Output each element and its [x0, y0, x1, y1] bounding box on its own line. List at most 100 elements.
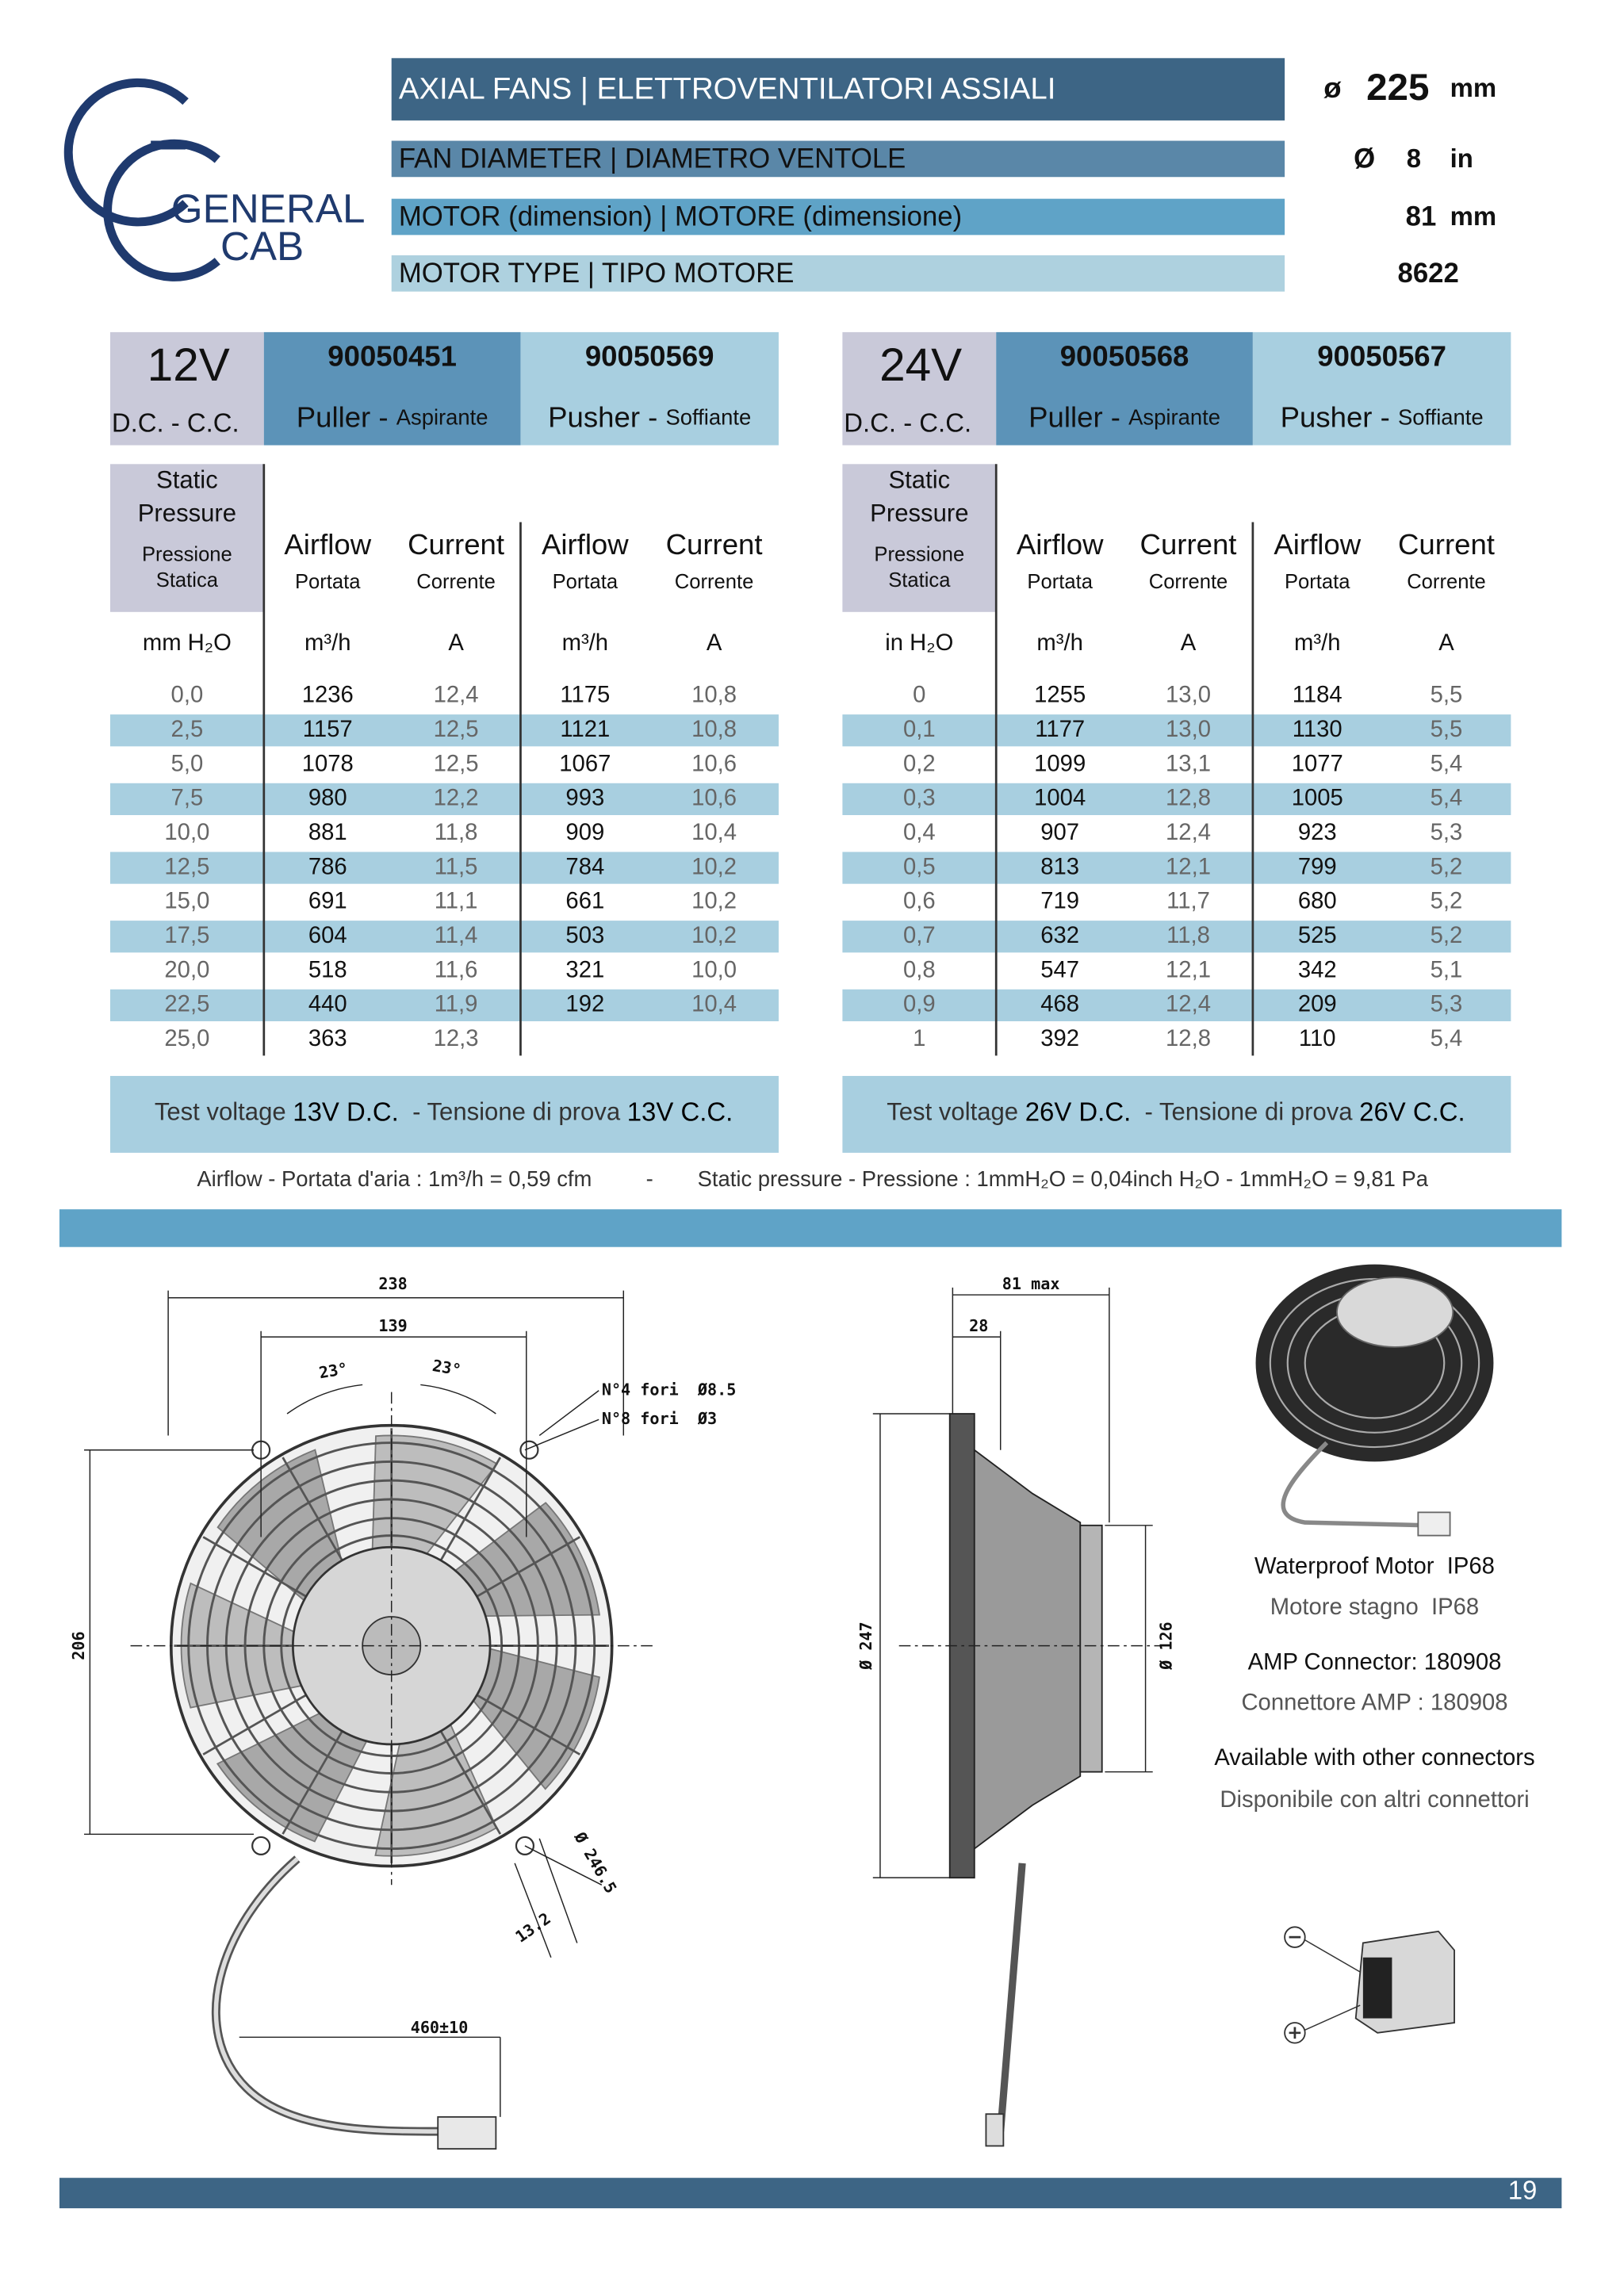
photo-cable: [1281, 1441, 1429, 1528]
table-cell: 1099: [1034, 751, 1086, 776]
table-cell: 10,6: [691, 751, 737, 776]
column-header-it: Corrente: [1407, 571, 1486, 593]
pressure-header: Statica: [156, 569, 219, 592]
table-cell: 10,2: [691, 923, 737, 948]
dimension-lines: [84, 1290, 653, 2117]
table-cell: 0,9: [903, 992, 936, 1017]
model-type-en: Puller -: [1028, 400, 1128, 433]
table-cell: 11,4: [435, 923, 478, 948]
column-header-it: Corrente: [1149, 571, 1228, 593]
column-header: Airflow: [1274, 528, 1361, 561]
header-unit: mm: [1450, 201, 1497, 231]
row-band: [842, 783, 1511, 815]
column-header-it: Portata: [295, 571, 361, 593]
model-type-it: Soffiante: [666, 405, 752, 430]
current-type: D.C. - C.C.: [112, 408, 239, 438]
feature-text: Connettore AMP : 180908: [1241, 1690, 1507, 1715]
column-header: Airflow: [1017, 528, 1104, 561]
header-value: 8622: [1398, 258, 1459, 289]
dimension-label: Ø 247: [856, 1621, 875, 1671]
table-cell: 11,8: [1166, 923, 1210, 948]
model-code: 90050568: [1060, 339, 1189, 372]
model-type: Puller - Aspirante: [297, 400, 488, 433]
row-band: [109, 989, 779, 1022]
pressure-header: Pressure: [138, 500, 236, 527]
test-voltage-box: [109, 1075, 779, 1153]
note: Static pressure - Pressione : 1mmH₂O = 0…: [698, 1166, 1429, 1191]
header-bar: [391, 198, 1285, 235]
table-cell: 321: [565, 957, 604, 982]
table-cell: 11,9: [435, 992, 478, 1017]
plus-icon: [1289, 2027, 1301, 2039]
table-cell: 5,5: [1431, 717, 1463, 742]
header-label: MOTOR TYPE | TIPO MOTORE: [399, 258, 795, 289]
model-type-it: Soffiante: [1398, 405, 1484, 430]
row-band: [842, 714, 1511, 747]
unit: m³/h: [1036, 630, 1083, 656]
unit: m³/h: [562, 630, 609, 656]
feature-text: AMP Connector: 180908: [1248, 1649, 1502, 1675]
photo-connector: [1417, 1511, 1451, 1537]
logo-arc: [103, 139, 220, 281]
pressure-header: Statica: [888, 569, 951, 592]
header-symbol: Ø: [1354, 144, 1375, 174]
table-cell: 0,4: [903, 820, 936, 845]
connector-side: [985, 2113, 1005, 2147]
dimension-label: 238: [378, 1274, 407, 1293]
dimension-label: 206: [69, 1631, 88, 1660]
photo-motor: [1336, 1277, 1454, 1348]
table-cell: 0: [913, 683, 925, 708]
side-view-drawing: [872, 1287, 1160, 2147]
table-cell: 20,0: [164, 957, 209, 982]
connector-pins: [1362, 1957, 1392, 2019]
table-cell: 881: [308, 820, 347, 845]
voltage: 24V: [879, 339, 962, 391]
test-voltage-part: 26V D.C.: [1025, 1097, 1132, 1126]
table-cell: 209: [1298, 992, 1337, 1017]
pressure-header: Pressure: [870, 500, 968, 527]
header-unit: in: [1450, 144, 1473, 173]
table-cell: 10,8: [691, 683, 737, 708]
table-cell: 1157: [303, 717, 353, 742]
header-label: MOTOR (dimension) | MOTORE (dimensione): [399, 202, 962, 232]
table-cell: 2,5: [171, 717, 204, 742]
unit: A: [1438, 630, 1454, 656]
table-cell: 0,0: [171, 683, 204, 708]
header-unit: mm: [1450, 73, 1497, 102]
table-cell: 10,0: [691, 957, 737, 982]
table-cell: 993: [565, 786, 604, 811]
table-cell: 5,2: [1431, 923, 1463, 948]
pressure-header-cell: [109, 464, 264, 612]
voltage-cell: [842, 331, 997, 446]
feature-text: Waterproof Motor IP68: [1254, 1554, 1495, 1579]
test-voltage: Test voltage 26V D.C. - Tensione di prov…: [887, 1097, 1465, 1126]
table-cell: 15,0: [164, 889, 209, 914]
header-bar: [391, 255, 1285, 292]
test-voltage: Test voltage 13V D.C. - Tensione di prov…: [155, 1097, 733, 1126]
column-header: Current: [1398, 528, 1495, 561]
fan-body-side: [973, 1448, 1082, 1851]
row-band: [842, 852, 1511, 884]
pin-leader: [1304, 1939, 1361, 2031]
table-cell: 17,5: [164, 923, 209, 948]
feature-text: Motore stagno IP68: [1270, 1595, 1479, 1620]
table-cell: 10,0: [164, 820, 209, 845]
table-cell: 909: [565, 820, 604, 845]
dimension-label: 81 max: [1002, 1274, 1060, 1293]
pressure-header: Static: [156, 465, 218, 493]
test-voltage-part: Test voltage: [155, 1098, 293, 1126]
table-cell: 907: [1040, 820, 1079, 845]
table-cell: 10,2: [691, 889, 737, 914]
table-cell: 468: [1040, 992, 1079, 1017]
header-symbol: ø: [1323, 71, 1342, 104]
test-voltage-part: 13V D.C.: [293, 1097, 399, 1126]
model-type-it: Aspirante: [396, 405, 488, 430]
table-cell: 1184: [1293, 683, 1342, 708]
spoke: [439, 1730, 502, 1835]
table-cell: 0,5: [903, 854, 936, 879]
table-cell: 10,8: [691, 717, 737, 742]
table-cell: 525: [1298, 923, 1337, 948]
table-cell: 1175: [560, 683, 610, 708]
unit: A: [1181, 630, 1197, 656]
table-cell: 0,2: [903, 751, 936, 776]
